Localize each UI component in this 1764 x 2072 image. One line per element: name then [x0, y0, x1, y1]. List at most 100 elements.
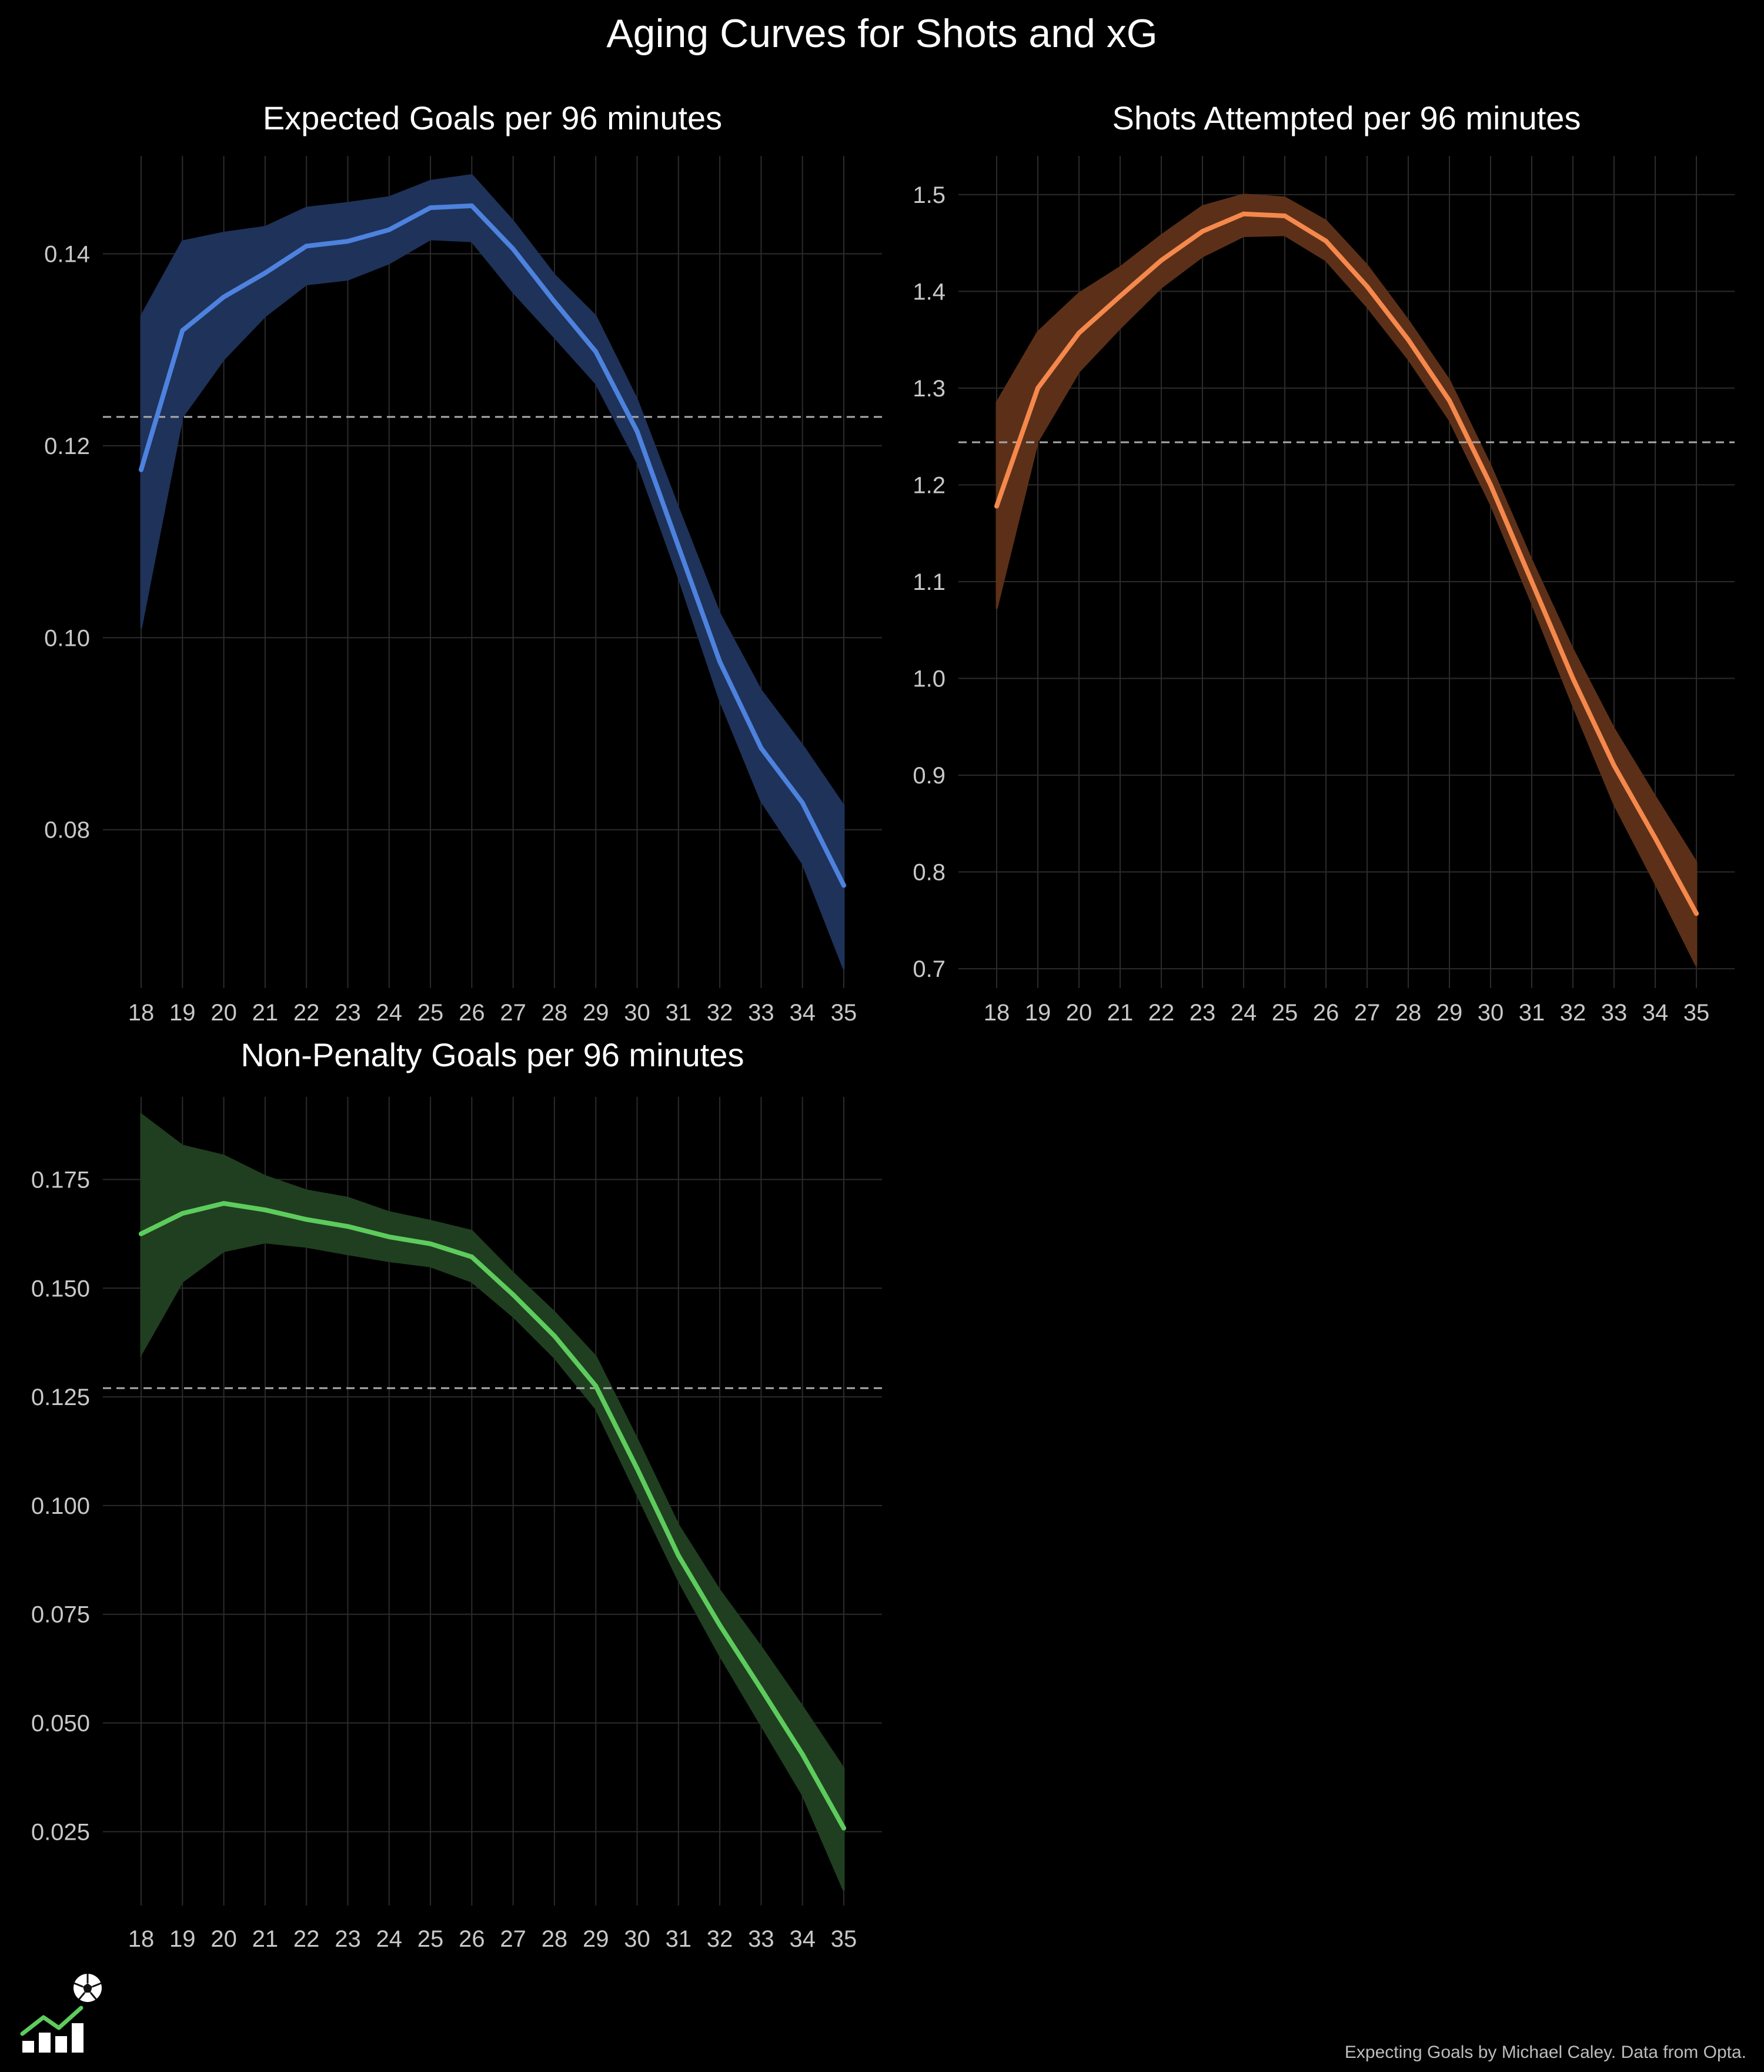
x-tick-label: 25 — [417, 1000, 444, 1026]
x-tick-label: 26 — [1313, 1000, 1339, 1026]
data-point — [1694, 911, 1699, 916]
data-point — [469, 1254, 475, 1260]
data-point — [800, 1751, 805, 1757]
data-point — [800, 800, 805, 806]
x-tick-label: 28 — [542, 1926, 568, 1952]
data-point — [593, 349, 599, 354]
x-tick-label: 33 — [748, 1000, 774, 1026]
data-point — [345, 1224, 350, 1229]
data-point — [304, 243, 309, 249]
data-point — [1612, 763, 1616, 768]
x-tick-label: 21 — [252, 1926, 279, 1952]
y-tick-label: 0.08 — [44, 818, 90, 843]
x-tick-label: 35 — [831, 1000, 857, 1026]
y-tick-label: 0.14 — [44, 241, 90, 267]
x-tick-label: 20 — [211, 1926, 237, 1952]
data-point — [428, 1241, 433, 1246]
data-point — [386, 1234, 392, 1240]
x-tick-label: 23 — [335, 1926, 361, 1952]
x-tick-label: 27 — [500, 1000, 526, 1026]
data-point — [180, 328, 185, 333]
data-point — [1529, 579, 1534, 584]
x-tick-label: 32 — [707, 1926, 733, 1952]
x-tick-label: 24 — [1231, 1000, 1257, 1026]
series-line — [139, 1201, 846, 1831]
x-tick-label: 18 — [128, 1926, 155, 1952]
data-point — [717, 659, 723, 665]
x-tick-label: 26 — [459, 1000, 485, 1026]
data-point — [510, 1292, 516, 1297]
x-tick-label: 33 — [748, 1926, 774, 1952]
y-tick-label: 0.100 — [31, 1493, 90, 1519]
x-tick-label: 22 — [293, 1926, 320, 1952]
x-tick-label: 19 — [169, 1926, 196, 1952]
data-point — [469, 203, 475, 208]
x-tick-label: 30 — [1478, 1000, 1504, 1026]
y-tick-label: 1.0 — [913, 666, 946, 692]
data-point — [1241, 211, 1246, 216]
series-line — [994, 211, 1699, 916]
data-point — [841, 883, 846, 888]
figure-title: Aging Curves for Shots and xG — [606, 11, 1158, 56]
y-tick-label: 1.2 — [913, 472, 946, 498]
data-point — [676, 1553, 681, 1558]
y-tick-label: 0.8 — [913, 860, 946, 886]
data-point — [304, 1217, 309, 1222]
data-point — [1365, 284, 1369, 289]
x-tick-label: 22 — [293, 1000, 320, 1026]
data-point — [1571, 676, 1575, 681]
shots-chart: Shots Attempted per 96 minutes 18 19 20 21 22… — [913, 103, 1735, 1026]
x-tick-label: 21 — [252, 1000, 279, 1026]
data-point — [139, 1231, 143, 1236]
data-point — [1159, 258, 1164, 263]
confidence-band — [995, 193, 1698, 966]
data-point — [221, 1201, 226, 1206]
y-tick-label: 1.5 — [913, 182, 946, 208]
x-tick-label: 27 — [500, 1926, 526, 1952]
data-point — [139, 467, 143, 472]
x-tick-label: 31 — [666, 1000, 692, 1026]
data-point — [552, 299, 557, 305]
x-tick-label: 27 — [1354, 1000, 1381, 1026]
x-tick-label: 23 — [1190, 1000, 1216, 1026]
y-tick-label: 1.3 — [913, 376, 946, 402]
data-point — [262, 271, 268, 276]
data-point — [759, 745, 764, 750]
confidence-band — [140, 174, 845, 969]
x-tick-label: 26 — [459, 1926, 485, 1952]
x-tick-label: 29 — [583, 1000, 609, 1026]
x-tick-label: 30 — [624, 1000, 650, 1026]
x-tick-label: 24 — [376, 1000, 403, 1026]
x-tick-label: 29 — [583, 1926, 609, 1952]
data-point — [634, 1466, 640, 1472]
y-tick-label: 0.025 — [31, 1819, 90, 1845]
data-point — [1035, 385, 1040, 391]
y-tick-label: 0.150 — [31, 1276, 90, 1302]
data-point — [593, 1383, 599, 1389]
chart-title: Non-Penalty Goals per 96 minutes — [241, 1038, 744, 1073]
y-tick-label: 0.9 — [913, 763, 946, 789]
y-tick-label: 0.075 — [31, 1602, 90, 1628]
data-point — [262, 1207, 268, 1213]
x-tick-label: 18 — [984, 1000, 1010, 1026]
x-tick-label: 28 — [1395, 1000, 1422, 1026]
source-caption: Expecting Goals by Michael Caley. Data f… — [1344, 2043, 1746, 2062]
data-point — [1077, 331, 1081, 336]
x-tick-label: 34 — [789, 1000, 816, 1026]
x-tick-label: 21 — [1107, 1000, 1134, 1026]
data-point — [717, 1623, 723, 1628]
x-tick-label: 28 — [542, 1000, 568, 1026]
y-tick-label: 0.175 — [31, 1167, 90, 1193]
data-point — [1447, 398, 1452, 403]
x-tick-label: 29 — [1436, 1000, 1463, 1026]
data-point — [1324, 238, 1328, 243]
data-point — [1653, 835, 1658, 840]
y-tick-label: 0.050 — [31, 1711, 90, 1737]
data-point — [345, 239, 350, 244]
x-tick-label: 30 — [624, 1926, 650, 1952]
x-tick-label: 31 — [666, 1926, 692, 1952]
x-tick-label: 24 — [376, 1926, 403, 1952]
x-tick-label: 25 — [417, 1926, 444, 1952]
data-point — [841, 1826, 846, 1831]
